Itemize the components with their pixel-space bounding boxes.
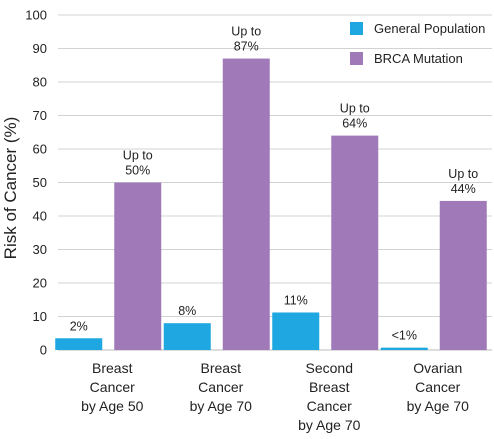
category-label: by Age 50 (81, 398, 143, 414)
data-label: 2% (70, 319, 88, 333)
y-tick-label: 30 (33, 242, 47, 257)
data-label: <1% (392, 329, 417, 343)
legend: General Population BRCA Mutation (350, 21, 485, 66)
category-label: Breast (309, 379, 350, 395)
data-label: Up to (448, 167, 478, 181)
legend-swatch (350, 52, 363, 65)
bar-brca-mutation (222, 58, 270, 351)
y-tick-label: 0 (40, 343, 47, 358)
category-label: by Age 70 (190, 398, 252, 414)
bar-brca-mutation (439, 200, 487, 350)
y-tick-label: 40 (33, 209, 47, 224)
legend-label: BRCA Mutation (374, 51, 463, 66)
bar-general-population (272, 312, 320, 350)
bar-general-population (380, 347, 428, 350)
category-label: Cancer (415, 379, 460, 395)
y-tick-label: 100 (25, 8, 47, 23)
category-label: by Age 70 (407, 398, 469, 414)
y-tick-label: 80 (33, 75, 47, 90)
y-tick-label: 60 (33, 142, 47, 157)
y-tick-label: 90 (33, 41, 47, 56)
data-label: 50% (125, 164, 150, 178)
y-axis-title: Risk of Cancer (%) (1, 117, 20, 260)
bars (55, 58, 487, 351)
bar-brca-mutation (114, 182, 162, 350)
data-label: Up to (123, 149, 153, 163)
data-label: Up to (340, 102, 370, 116)
data-label: 8% (178, 304, 196, 318)
data-label: 87% (234, 40, 259, 54)
y-tick-label: 20 (33, 276, 47, 291)
category-label: Cancer (198, 379, 243, 395)
legend-swatch (350, 22, 363, 35)
category-label: Ovarian (413, 360, 462, 376)
bar-general-population (55, 338, 103, 350)
y-tick-label: 10 (33, 309, 47, 324)
category-label: by Age 70 (298, 417, 360, 433)
category-label: Breast (92, 360, 133, 376)
y-axis-ticks: 0 10 20 30 40 50 60 70 80 90 100 (25, 8, 47, 358)
category-label: Second (306, 360, 353, 376)
data-label: 64% (342, 117, 367, 131)
bar-general-population (163, 323, 211, 350)
y-tick-label: 70 (33, 108, 47, 123)
data-label: 11% (284, 293, 308, 307)
data-label: 44% (451, 182, 476, 196)
bar-brca-mutation (331, 135, 379, 350)
category-label: Cancer (90, 379, 135, 395)
category-label: Cancer (307, 398, 352, 414)
category-labels: Breast Cancer by Age 50 Breast Cancer by Age … (81, 360, 469, 433)
data-label: Up to (231, 25, 261, 39)
category-label: Breast (201, 360, 242, 376)
legend-label: General Population (374, 21, 485, 36)
y-tick-label: 50 (33, 175, 47, 190)
